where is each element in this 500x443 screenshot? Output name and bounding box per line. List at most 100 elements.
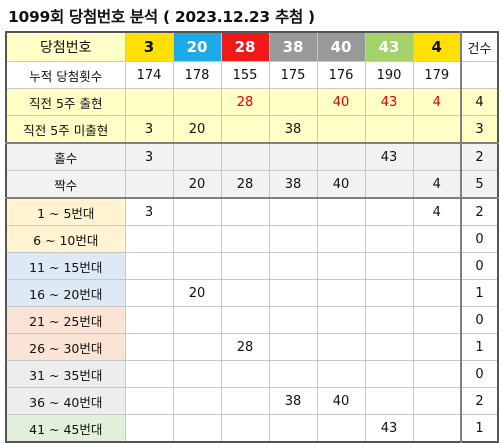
winning-number-cell: 28 bbox=[220, 31, 270, 62]
data-cell: 178 bbox=[172, 61, 222, 89]
winning-number-cell: 3 bbox=[124, 31, 174, 62]
row-label: 6 ~ 10번대 bbox=[5, 225, 126, 253]
header-label: 당첨번호 bbox=[5, 31, 126, 62]
data-cell bbox=[364, 279, 414, 307]
row-label: 홀수 bbox=[5, 142, 126, 171]
data-cell bbox=[412, 142, 462, 171]
table-row: 21 ~ 25번대 0 bbox=[5, 306, 499, 334]
data-cell: 20 bbox=[172, 170, 222, 199]
data-cell: 3 bbox=[124, 115, 174, 144]
header-row: 당첨번호 3 20 28 38 40 43 4 건수 bbox=[5, 31, 499, 62]
data-cell bbox=[316, 360, 366, 388]
data-cell bbox=[412, 279, 462, 307]
data-cell bbox=[268, 360, 318, 388]
data-cell: 176 bbox=[316, 61, 366, 89]
data-cell bbox=[268, 279, 318, 307]
data-cell bbox=[364, 387, 414, 415]
winning-number-cell: 38 bbox=[268, 31, 318, 62]
table-row: 직전 5주 미출현 3 20 38 3 bbox=[5, 115, 499, 144]
data-cell: 40 bbox=[316, 387, 366, 415]
winning-number-cell: 4 bbox=[412, 31, 462, 62]
data-cell: 40 bbox=[316, 170, 366, 199]
table-row: 홀수 3 43 2 bbox=[5, 142, 499, 171]
data-cell bbox=[124, 333, 174, 361]
data-cell: 190 bbox=[364, 61, 414, 89]
count-cell: 0 bbox=[460, 225, 499, 253]
data-cell bbox=[220, 387, 270, 415]
page-title: 1099회 당첨번호 분석 ( 2023.12.23 추첨 ) bbox=[8, 8, 315, 26]
count-cell: 2 bbox=[460, 387, 499, 415]
table-row: 16 ~ 20번대 20 1 bbox=[5, 279, 499, 307]
data-cell bbox=[364, 170, 414, 199]
data-cell bbox=[412, 225, 462, 253]
data-cell bbox=[124, 225, 174, 253]
table-row: 26 ~ 30번대 28 1 bbox=[5, 333, 499, 361]
data-cell: 38 bbox=[268, 170, 318, 199]
row-label: 26 ~ 30번대 bbox=[5, 333, 126, 361]
data-cell: 4 bbox=[412, 170, 462, 199]
data-cell bbox=[220, 142, 270, 171]
data-cell bbox=[268, 142, 318, 171]
table-row: 11 ~ 15번대 0 bbox=[5, 252, 499, 280]
data-cell bbox=[172, 142, 222, 171]
data-cell bbox=[316, 252, 366, 280]
data-cell bbox=[412, 252, 462, 280]
data-cell bbox=[124, 279, 174, 307]
count-cell: 1 bbox=[460, 279, 499, 307]
data-cell: 28 bbox=[220, 88, 270, 116]
data-cell bbox=[124, 170, 174, 199]
data-cell bbox=[172, 333, 222, 361]
data-cell bbox=[364, 115, 414, 144]
count-cell: 3 bbox=[460, 115, 499, 144]
data-cell bbox=[316, 333, 366, 361]
count-cell: 0 bbox=[460, 306, 499, 334]
data-cell: 38 bbox=[268, 115, 318, 144]
data-cell: 20 bbox=[172, 279, 222, 307]
data-cell bbox=[268, 333, 318, 361]
row-label: 21 ~ 25번대 bbox=[5, 306, 126, 334]
data-cell: 20 bbox=[172, 115, 222, 144]
data-cell bbox=[316, 142, 366, 171]
data-cell bbox=[268, 88, 318, 116]
row-label: 누적 당첨횟수 bbox=[5, 61, 126, 89]
row-label: 직전 5주 출현 bbox=[5, 88, 126, 116]
data-cell bbox=[220, 225, 270, 253]
analysis-table: 당첨번호 3 20 28 38 40 43 4 건수 누적 당첨횟수 174 178 155 175 176… bbox=[5, 31, 499, 443]
data-cell: 4 bbox=[412, 197, 462, 226]
data-cell bbox=[316, 197, 366, 226]
table-row: 6 ~ 10번대 0 bbox=[5, 225, 499, 253]
count-cell: 5 bbox=[460, 170, 499, 199]
data-cell bbox=[412, 360, 462, 388]
row-label: 16 ~ 20번대 bbox=[5, 279, 126, 307]
data-cell bbox=[124, 360, 174, 388]
data-cell: 4 bbox=[412, 88, 462, 116]
data-cell: 175 bbox=[268, 61, 318, 89]
data-cell bbox=[268, 225, 318, 253]
data-cell bbox=[172, 306, 222, 334]
count-cell: 4 bbox=[460, 88, 499, 116]
row-label: 11 ~ 15번대 bbox=[5, 252, 126, 280]
table-row: 누적 당첨횟수 174 178 155 175 176 190 179 bbox=[5, 61, 499, 89]
data-cell bbox=[364, 197, 414, 226]
data-cell bbox=[220, 279, 270, 307]
count-cell: 0 bbox=[460, 360, 499, 388]
data-cell bbox=[364, 306, 414, 334]
table-row: 1 ~ 5번대 3 4 2 bbox=[5, 197, 499, 226]
row-label: 짝수 bbox=[5, 170, 126, 199]
count-cell: 2 bbox=[460, 142, 499, 171]
data-cell bbox=[316, 306, 366, 334]
data-cell bbox=[172, 225, 222, 253]
table-row: 36 ~ 40번대 38 40 2 bbox=[5, 387, 499, 415]
data-cell: 40 bbox=[316, 88, 366, 116]
table-row: 31 ~ 35번대 0 bbox=[5, 360, 499, 388]
winning-number-cell: 40 bbox=[316, 31, 366, 62]
data-cell bbox=[412, 115, 462, 144]
count-cell: 1 bbox=[460, 333, 499, 361]
count-header: 건수 bbox=[460, 31, 499, 62]
data-cell bbox=[364, 225, 414, 253]
data-cell bbox=[364, 252, 414, 280]
data-cell bbox=[172, 197, 222, 226]
data-cell bbox=[220, 360, 270, 388]
count-cell bbox=[460, 61, 499, 89]
data-cell: 43 bbox=[364, 142, 414, 171]
